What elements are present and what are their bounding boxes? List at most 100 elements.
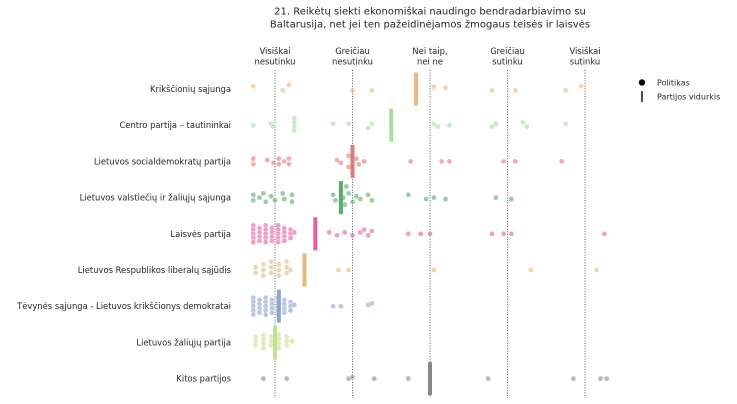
party-mean-bar (350, 144, 355, 178)
politician-point (291, 301, 298, 308)
chart-title-line-1: 21. Reikėtų siekti ekonomiškai naudingo … (274, 6, 586, 18)
politician-point (407, 158, 414, 165)
party-label: Krikščionių sąjunga (150, 84, 231, 94)
politician-point (341, 229, 348, 236)
party-mean-bar (338, 181, 343, 215)
politician-point (431, 121, 437, 127)
politician-point (405, 375, 412, 382)
politician-point (562, 121, 569, 127)
politician-point (349, 232, 356, 238)
politician-point (252, 269, 259, 276)
politician-point (365, 191, 371, 198)
politician-point (279, 190, 286, 197)
politician-point (281, 237, 288, 244)
politician-point (578, 83, 584, 89)
politician-point (442, 196, 449, 202)
politician-point (369, 197, 375, 204)
politician-point (330, 191, 336, 198)
legend: Politikas Partijos vidurkis (638, 79, 720, 102)
politician-point (405, 191, 412, 198)
politician-point (289, 198, 295, 205)
party-label: Laisvės partija (170, 229, 231, 239)
politician-point (326, 229, 333, 236)
politician-point (260, 375, 267, 382)
column-header-label: sutinku (492, 57, 523, 67)
politician-point (489, 230, 495, 237)
politician-point (349, 198, 356, 205)
politician-point (355, 161, 362, 167)
politician-point (353, 193, 360, 199)
politician-point (493, 121, 499, 127)
politician-point (332, 197, 339, 204)
politician-points (250, 82, 610, 382)
politician-point (330, 303, 336, 310)
party-mean-bar (273, 325, 277, 359)
politician-point (446, 158, 453, 165)
politician-point (334, 232, 340, 238)
politician-point (603, 375, 610, 382)
politician-point (276, 161, 282, 167)
legend-dot-icon (638, 79, 646, 86)
politician-point (345, 267, 352, 273)
politician-point (283, 269, 290, 276)
chart-title: 21. Reikėtų siekti ekonomiškai naudingo … (270, 6, 590, 31)
politician-point (250, 197, 257, 204)
politician-point (330, 121, 336, 127)
politician-point (357, 229, 364, 236)
politician-point (524, 123, 530, 130)
party-mean-bar (428, 362, 432, 396)
politician-point (349, 87, 356, 94)
politician-point (276, 261, 282, 268)
party-label: Centro partija – tautininkai (119, 120, 231, 130)
politician-point (286, 82, 292, 88)
politician-point (270, 123, 277, 130)
politician-point (438, 158, 445, 165)
politician-point (276, 272, 282, 279)
politician-point (291, 127, 298, 134)
politician-point (353, 155, 360, 162)
politician-point (601, 230, 608, 237)
column-header-label: Greičiau (335, 46, 370, 56)
politician-point (512, 87, 519, 94)
column-header-label: sutinku (570, 57, 601, 67)
party-label: Lietuvos žaliųjų partija (136, 337, 231, 347)
politician-point (256, 194, 263, 201)
politician-point (260, 345, 267, 351)
politician-point (260, 190, 267, 197)
politician-point (252, 264, 259, 271)
politician-point (250, 161, 257, 167)
politician-point (289, 191, 295, 198)
politician-point (250, 155, 257, 162)
politician-point (276, 267, 282, 273)
politician-point (281, 158, 288, 165)
politician-point (268, 193, 274, 199)
politician-point (269, 309, 275, 316)
politician-point (431, 267, 437, 273)
politician-point (283, 375, 290, 382)
politician-point (268, 342, 274, 349)
column-header-label: Nei taip, (412, 46, 447, 56)
party-mean-bar (302, 253, 307, 287)
politician-point (500, 230, 507, 237)
column-header-label: nesutinku (255, 57, 296, 67)
politician-point (343, 183, 350, 190)
politician-point (512, 158, 519, 165)
politician-point (250, 239, 257, 245)
politician-point (508, 230, 515, 237)
politician-point (262, 239, 269, 245)
politician-point (341, 201, 348, 208)
politician-point (287, 267, 294, 273)
politician-point (493, 194, 499, 201)
party-label: Lietuvos Respublikos liberalų sąjūdis (78, 265, 231, 275)
politician-point (250, 83, 257, 89)
politician-point (423, 196, 429, 202)
politician-point (345, 121, 352, 127)
party-mean-bar (313, 217, 318, 251)
politician-point (268, 264, 274, 271)
column-header-label: Visiškai (569, 46, 600, 56)
politician-point (287, 307, 294, 314)
party-label: Lietuvos socialdemokratų partija (94, 156, 231, 166)
party-label: Kitos partijos (176, 374, 231, 384)
politician-point (335, 267, 342, 273)
